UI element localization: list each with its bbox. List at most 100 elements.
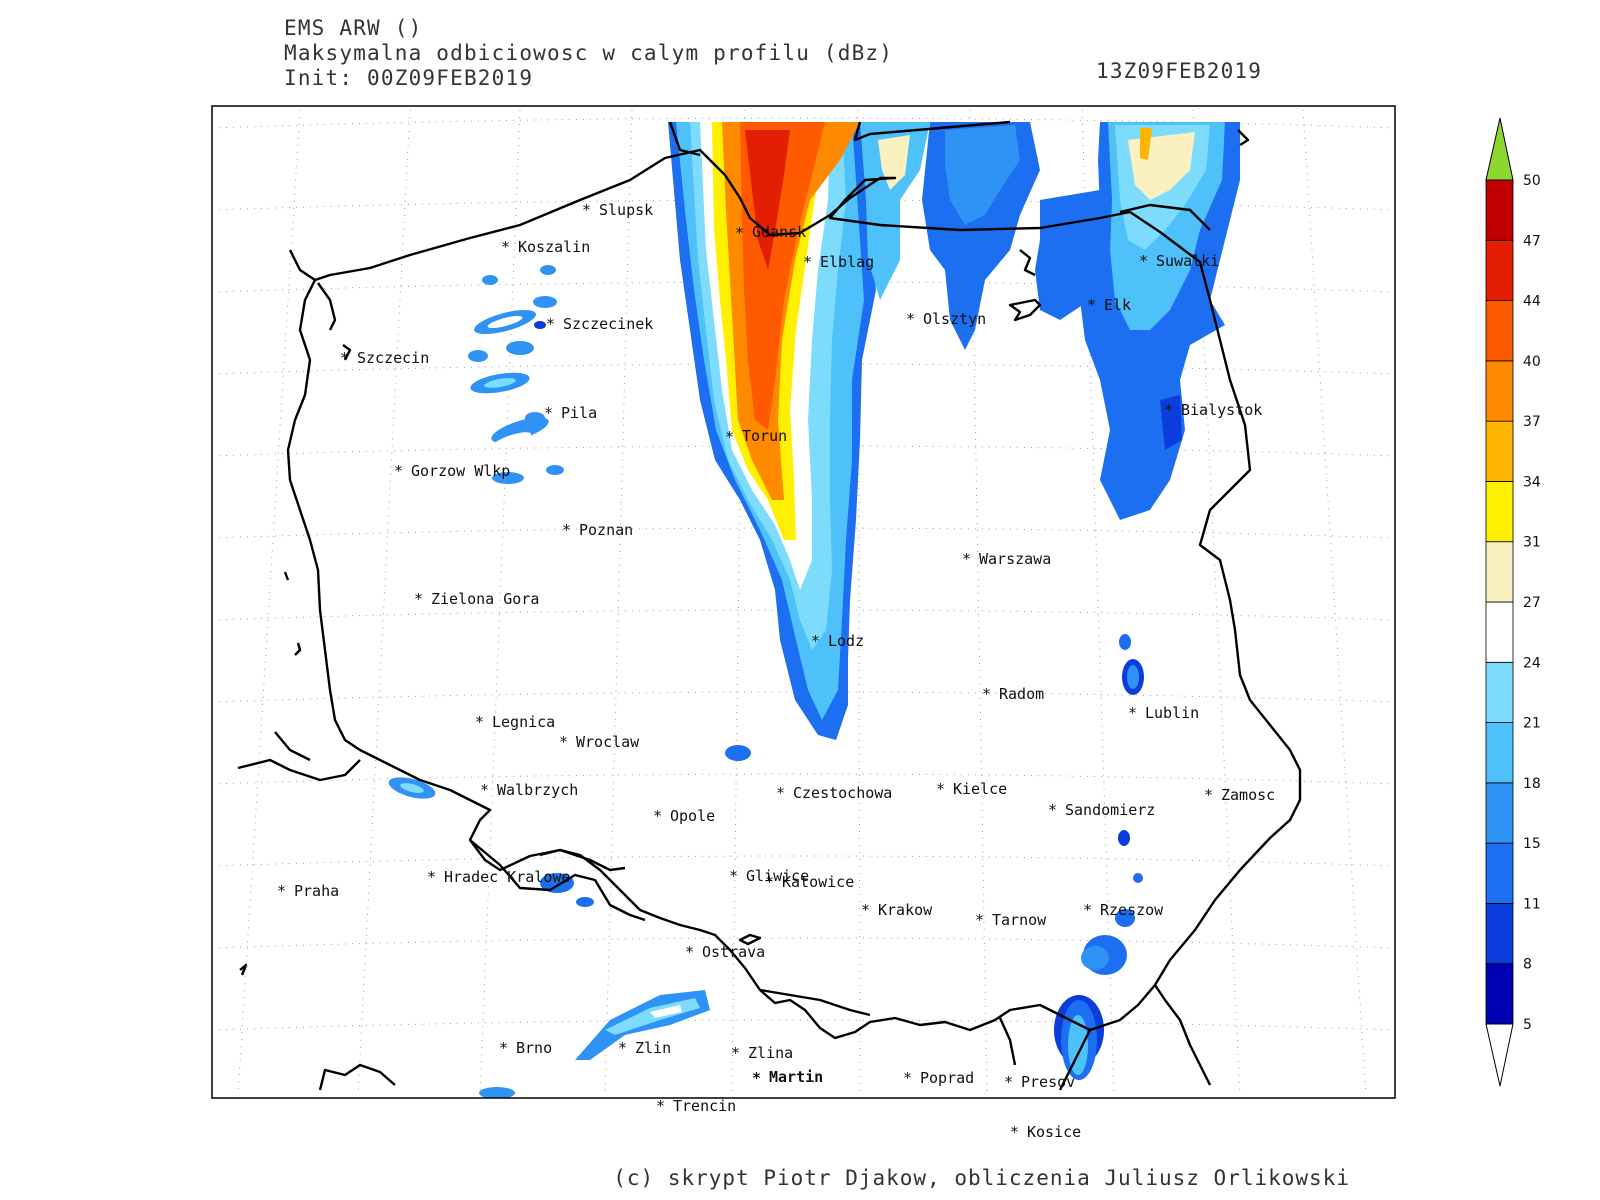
city-label: Pila bbox=[561, 404, 597, 422]
svg-text:*: * bbox=[735, 224, 744, 242]
city-layer: * Slupsk * Koszalin * Gdansk * Elblag * Suwal… bbox=[277, 201, 1275, 1091]
svg-text:*: * bbox=[546, 315, 555, 333]
city-marker: * Elblag bbox=[803, 253, 874, 271]
colorbar-band bbox=[1485, 661, 1514, 723]
credit-text: (c) skrypt Piotr Djakow, obliczenia Juli… bbox=[613, 1166, 1350, 1190]
svg-text:*: * bbox=[480, 781, 489, 799]
svg-text:*: * bbox=[962, 550, 971, 568]
city-label: Gdansk bbox=[752, 223, 806, 241]
svg-text:*: * bbox=[1010, 1123, 1019, 1141]
colorbar-band bbox=[1485, 722, 1514, 784]
colorbar-label: 21 bbox=[1523, 716, 1541, 732]
colorbar-label: 47 bbox=[1523, 233, 1541, 249]
city-marker: * Sandomierz bbox=[1048, 801, 1155, 819]
svg-text:*: * bbox=[729, 867, 738, 885]
colorbar-label: 50 bbox=[1523, 173, 1541, 189]
city-label: Elblag bbox=[820, 253, 874, 271]
field-title: Maksymalna odbiciowosc w calym profilu (… bbox=[284, 41, 894, 65]
city-marker: * Katowice bbox=[765, 873, 854, 891]
svg-text:*: * bbox=[559, 733, 568, 751]
city-marker: * Elk bbox=[1087, 296, 1131, 314]
city-label: Kielce bbox=[953, 780, 1007, 798]
city-label: Lodz bbox=[828, 632, 864, 650]
model-title: EMS ARW () bbox=[284, 16, 423, 40]
colorbar-label: 11 bbox=[1523, 896, 1541, 912]
colorbar-label: 8 bbox=[1523, 957, 1532, 973]
city-label: Zielona Gora bbox=[431, 590, 539, 608]
city-marker: * Poprad bbox=[903, 1069, 974, 1087]
svg-text:*: * bbox=[1083, 901, 1092, 919]
city-marker: * Radom bbox=[982, 685, 1044, 703]
city-label: Szczecin bbox=[357, 349, 429, 367]
colorbar-band bbox=[1485, 782, 1514, 844]
svg-text:*: * bbox=[1164, 401, 1173, 419]
svg-text:*: * bbox=[906, 310, 915, 328]
city-marker: * Suwalki bbox=[1139, 252, 1219, 270]
city-label: Czestochowa bbox=[793, 784, 892, 802]
city-label: Radom bbox=[999, 685, 1044, 703]
colorbar-band bbox=[1485, 239, 1514, 301]
city-label: Wroclaw bbox=[576, 733, 640, 751]
colorbar-top-arrow bbox=[1485, 117, 1514, 181]
city-marker: * Martin bbox=[752, 1068, 823, 1087]
city-label: Katowice bbox=[782, 873, 854, 891]
svg-text:*: * bbox=[1139, 252, 1148, 270]
city-marker: * Brno bbox=[499, 1039, 552, 1057]
city-marker: * Praha bbox=[277, 882, 339, 900]
svg-text:*: * bbox=[618, 1039, 627, 1057]
city-marker: * Zlina bbox=[731, 1044, 793, 1062]
city-label: Presov bbox=[1021, 1073, 1075, 1091]
svg-text:*: * bbox=[685, 943, 694, 961]
svg-text:*: * bbox=[427, 868, 436, 886]
svg-text:*: * bbox=[562, 521, 571, 539]
reflectivity-field bbox=[388, 122, 1240, 1098]
svg-text:*: * bbox=[1004, 1073, 1013, 1091]
svg-text:*: * bbox=[725, 428, 734, 446]
svg-text:*: * bbox=[811, 632, 820, 650]
colorbar-band bbox=[1485, 963, 1514, 1025]
colorbar-label: 15 bbox=[1523, 836, 1541, 852]
city-marker: * Pila bbox=[544, 404, 597, 422]
svg-text:*: * bbox=[765, 873, 774, 891]
city-marker: * Hradec Kralowe bbox=[427, 868, 570, 886]
city-marker: * Zamosc bbox=[1204, 786, 1275, 804]
city-marker: * Olsztyn bbox=[906, 310, 986, 328]
city-label: Slupsk bbox=[599, 201, 653, 219]
svg-text:*: * bbox=[475, 713, 484, 731]
colorbar-label: 5 bbox=[1523, 1017, 1532, 1033]
svg-text:*: * bbox=[394, 462, 403, 480]
city-marker: * Torun bbox=[725, 427, 787, 446]
colorbar-band bbox=[1485, 541, 1514, 603]
colorbar-band bbox=[1485, 481, 1514, 543]
svg-text:*: * bbox=[1204, 786, 1213, 804]
city-marker: * Lublin bbox=[1128, 704, 1199, 722]
city-label: Rzeszow bbox=[1100, 901, 1164, 919]
city-marker: * Gorzow Wlkp bbox=[394, 462, 510, 480]
city-label: Gorzow Wlkp bbox=[411, 462, 510, 480]
city-marker: * Poznan bbox=[562, 521, 633, 539]
svg-text:*: * bbox=[277, 882, 286, 900]
city-label: Bialystok bbox=[1181, 401, 1262, 419]
svg-text:*: * bbox=[803, 253, 812, 271]
svg-text:*: * bbox=[501, 238, 510, 256]
city-marker: * Tarnow bbox=[975, 911, 1047, 929]
svg-text:*: * bbox=[731, 1044, 740, 1062]
svg-text:*: * bbox=[903, 1069, 912, 1087]
colorbar-label: 34 bbox=[1523, 474, 1541, 490]
city-marker: * Bialystok bbox=[1164, 401, 1262, 419]
city-label: Krakow bbox=[878, 901, 933, 919]
city-label: Suwalki bbox=[1156, 252, 1219, 270]
colorbar-label: 44 bbox=[1523, 294, 1541, 310]
city-label: Martin bbox=[769, 1068, 823, 1086]
colorbar-label: 40 bbox=[1523, 354, 1541, 370]
city-label: Poprad bbox=[920, 1069, 974, 1087]
svg-text:*: * bbox=[414, 590, 423, 608]
city-marker: * Lodz bbox=[811, 632, 864, 650]
city-marker: * Krakow bbox=[861, 901, 933, 919]
svg-text:*: * bbox=[340, 349, 349, 367]
colorbar-band bbox=[1485, 903, 1514, 965]
city-label: Sandomierz bbox=[1065, 801, 1155, 819]
city-label: Elk bbox=[1104, 296, 1131, 314]
colorbar-band bbox=[1485, 601, 1514, 663]
city-label: Zamosc bbox=[1221, 786, 1275, 804]
